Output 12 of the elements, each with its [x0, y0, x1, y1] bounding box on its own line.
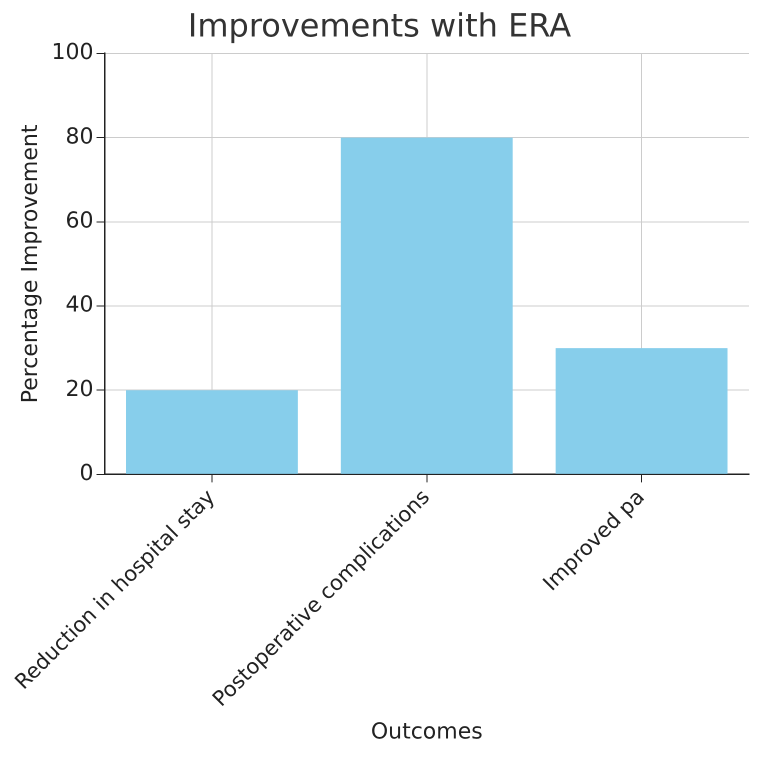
bar — [556, 348, 728, 474]
y-tick-label: 20 — [66, 376, 94, 402]
x-axis-title: Outcomes — [370, 720, 483, 745]
y-tick-label: 0 — [80, 461, 94, 486]
bar — [126, 390, 298, 474]
y-tick-label: 60 — [66, 208, 94, 234]
y-tick-label: 80 — [66, 124, 94, 150]
bar — [340, 138, 513, 474]
chart-title: Improvements with ERA — [188, 6, 572, 45]
y-tick-label: 40 — [66, 292, 94, 318]
y-axis-title: Percentage Improvement — [18, 124, 44, 404]
y-tick-label: 100 — [52, 40, 94, 66]
